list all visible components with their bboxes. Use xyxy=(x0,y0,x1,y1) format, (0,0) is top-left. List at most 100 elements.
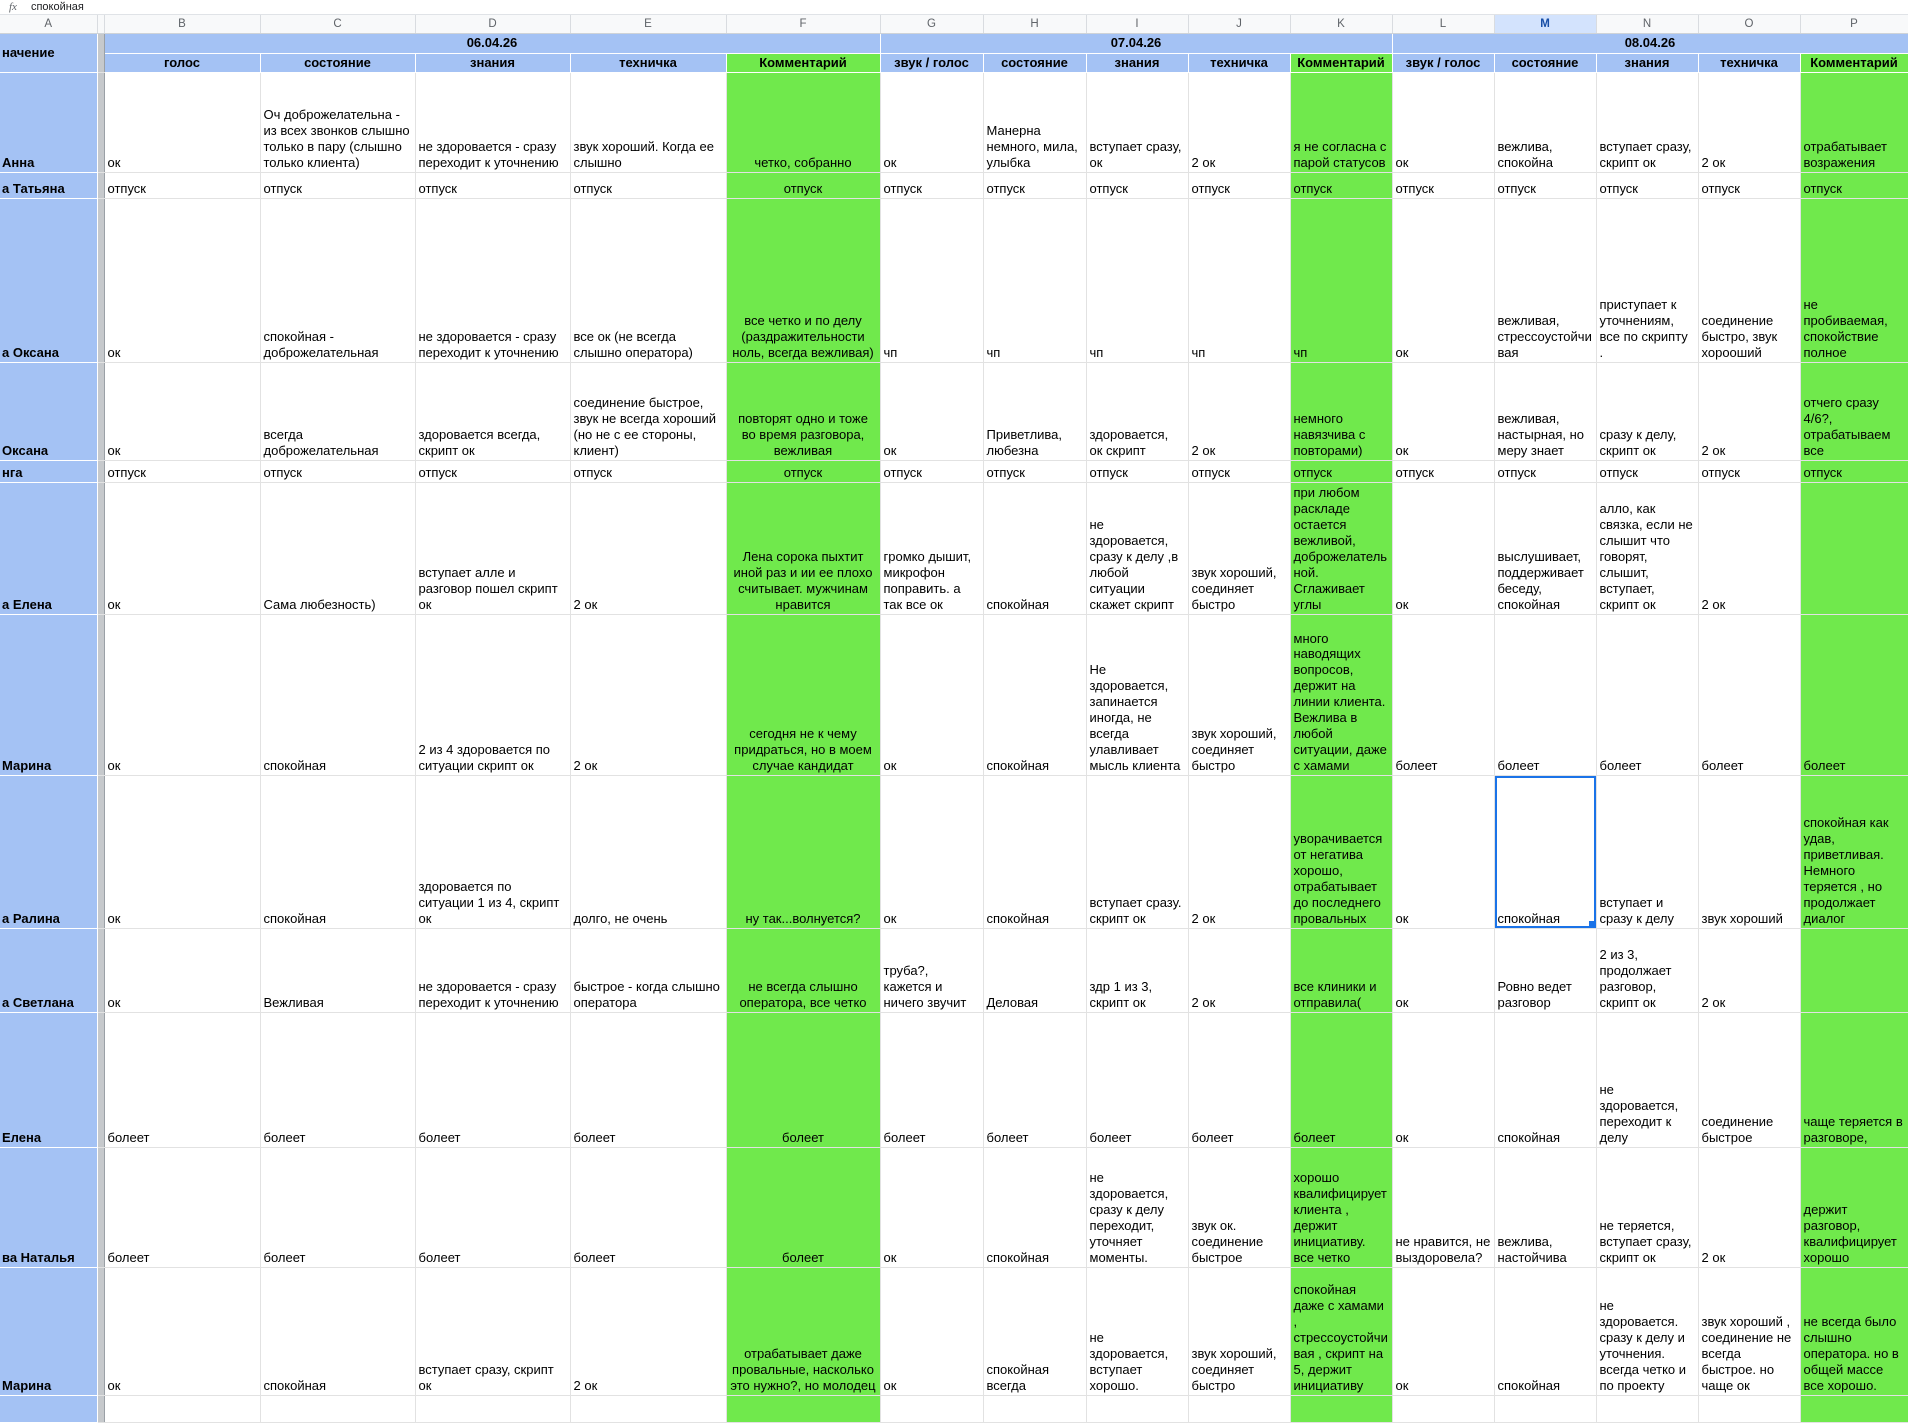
cell[interactable]: хорошо квалифицирует клиента , держит ин… xyxy=(1290,1147,1393,1269)
row-label[interactable]: а Светлана xyxy=(0,928,98,1014)
cell[interactable]: отпуск xyxy=(880,460,984,484)
cell[interactable]: все клиники и отправила( xyxy=(1290,928,1393,1014)
cell[interactable]: не теряется, вступает сразу, скрипт ок xyxy=(1596,1147,1699,1269)
cell[interactable]: выслушивает, поддерживает беседу, спокой… xyxy=(1494,482,1597,616)
cell[interactable]: держит разговор, квалифицирует хорошо xyxy=(1800,1147,1908,1269)
cell[interactable]: ок xyxy=(1392,482,1495,616)
cell[interactable]: не здоровается - сразу переходит к уточн… xyxy=(415,198,571,364)
subheader-O[interactable]: техничка xyxy=(1698,53,1801,74)
cell[interactable]: спокойная xyxy=(1494,1267,1597,1397)
cell[interactable]: болеет xyxy=(1188,1012,1291,1149)
cell[interactable]: Лена сорока пыхтит иной раз и ии ее плох… xyxy=(726,482,881,616)
cell[interactable]: отрабатывает возражения xyxy=(1800,72,1908,174)
cell[interactable]: не здоровается - сразу переходит к уточн… xyxy=(415,72,571,174)
cell[interactable]: 2 ок xyxy=(570,614,727,777)
cell[interactable]: ок xyxy=(104,482,261,616)
column-header-O[interactable]: O xyxy=(1698,15,1801,34)
row-label[interactable]: а Ралина xyxy=(0,775,98,930)
cell[interactable]: ок xyxy=(104,775,261,930)
cell[interactable]: чп xyxy=(880,198,984,364)
cell[interactable] xyxy=(415,1395,571,1423)
cell[interactable]: всегда доброжелательная xyxy=(260,362,416,462)
cell[interactable]: 2 ок xyxy=(1698,72,1801,174)
cell[interactable]: ок xyxy=(880,614,984,777)
cell[interactable]: соединение быстрое, звук не всегда хорош… xyxy=(570,362,727,462)
selected-cell[interactable]: спокойная xyxy=(1494,775,1597,930)
cell[interactable] xyxy=(1086,1395,1189,1423)
cell[interactable]: ок xyxy=(880,1267,984,1397)
cell[interactable]: спокойная xyxy=(260,1267,416,1397)
cell[interactable]: спокойная xyxy=(260,614,416,777)
column-header-B[interactable]: B xyxy=(104,15,261,34)
cell[interactable]: отпуск xyxy=(1086,460,1189,484)
cell[interactable]: отпуск xyxy=(1290,172,1393,200)
selection-fill-handle[interactable] xyxy=(1588,921,1595,928)
cell[interactable]: болеет xyxy=(726,1147,881,1269)
cell[interactable]: 2 ок xyxy=(1188,775,1291,930)
cell[interactable]: не здоровается, сразу к делу переходит, … xyxy=(1086,1147,1189,1269)
cell[interactable] xyxy=(1596,1395,1699,1423)
cell[interactable]: я не согласна с парой статусов xyxy=(1290,72,1393,174)
cell[interactable]: болеет xyxy=(726,1012,881,1149)
subheader-B[interactable]: голос xyxy=(104,53,261,74)
cell[interactable] xyxy=(1800,482,1908,616)
cell[interactable]: приступает к уточнениям, все по скрипту … xyxy=(1596,198,1699,364)
cell[interactable]: не всегда было слышно оператора. но в об… xyxy=(1800,1267,1908,1397)
cell[interactable]: вступает сразу. скрипт ок xyxy=(1086,775,1189,930)
subheader-P[interactable]: Комментарий xyxy=(1800,53,1908,74)
cell[interactable]: болеет xyxy=(1800,614,1908,777)
cell[interactable]: повторят одно и тоже во время разговора,… xyxy=(726,362,881,462)
date-header[interactable]: 06.04.26 xyxy=(104,33,881,54)
column-header-M[interactable]: M xyxy=(1494,15,1597,34)
subheader-H[interactable]: состояние xyxy=(983,53,1087,74)
cell[interactable]: 2 ок xyxy=(570,482,727,616)
row-label[interactable] xyxy=(0,1395,98,1423)
cell[interactable]: спокойная xyxy=(983,775,1087,930)
column-header-N[interactable]: N xyxy=(1596,15,1699,34)
cell[interactable]: вежлива, настойчива xyxy=(1494,1147,1597,1269)
cell[interactable]: болеет xyxy=(1494,614,1597,777)
cell[interactable]: вежливая, настырная, но меру знает xyxy=(1494,362,1597,462)
cell[interactable]: болеет xyxy=(415,1147,571,1269)
cell[interactable]: болеет xyxy=(260,1012,416,1149)
cell[interactable] xyxy=(726,1395,881,1423)
cell[interactable]: болеет xyxy=(1392,614,1495,777)
cell[interactable]: отпуск xyxy=(726,172,881,200)
cell[interactable] xyxy=(1494,1395,1597,1423)
cell[interactable] xyxy=(880,1395,984,1423)
column-header-C[interactable]: C xyxy=(260,15,416,34)
cell[interactable]: ок xyxy=(1392,928,1495,1014)
cell[interactable]: все четко и по делу (раздражительности н… xyxy=(726,198,881,364)
cell[interactable]: ок xyxy=(104,72,261,174)
cell[interactable]: звук хороший , соединение не всегда быст… xyxy=(1698,1267,1801,1397)
cell[interactable]: спокойная - доброжелательная xyxy=(260,198,416,364)
subheader-K[interactable]: Комментарий xyxy=(1290,53,1393,74)
cell[interactable]: отчего сразу 4/6?, отрабатываем все xyxy=(1800,362,1908,462)
cell[interactable]: болеет xyxy=(104,1147,261,1269)
cell[interactable]: ок xyxy=(1392,198,1495,364)
cell[interactable]: 2 из 4 здоровается по ситуации скрипт ок xyxy=(415,614,571,777)
cell[interactable]: отпуск xyxy=(1494,172,1597,200)
cell[interactable]: ок xyxy=(880,72,984,174)
cell[interactable]: 2 из 3, продолжает разговор, скрипт ок xyxy=(1596,928,1699,1014)
cell[interactable]: долго, не очень xyxy=(570,775,727,930)
cell[interactable]: звук хороший, соединяет быстро xyxy=(1188,1267,1291,1397)
cell[interactable]: звук хороший, соединяет быстро xyxy=(1188,614,1291,777)
cell[interactable]: все ок (не всегда слышно оператора) xyxy=(570,198,727,364)
cell[interactable]: сегодня не к чему придраться, но в моем … xyxy=(726,614,881,777)
cell[interactable]: отпуск xyxy=(104,460,261,484)
cell[interactable]: не здоровается, переходит к делу xyxy=(1596,1012,1699,1149)
cell[interactable]: не здоровается, вступает хорошо. xyxy=(1086,1267,1189,1397)
cell[interactable]: болеет xyxy=(104,1012,261,1149)
cell[interactable]: вежливая, стрессоустойчивая xyxy=(1494,198,1597,364)
cell[interactable]: алло, как связка, если не слышит что гов… xyxy=(1596,482,1699,616)
subheader-M[interactable]: состояние xyxy=(1494,53,1597,74)
cell[interactable]: спокойная даже с хамами , стрессоустойчи… xyxy=(1290,1267,1393,1397)
cell[interactable]: болеет xyxy=(415,1012,571,1149)
cell[interactable]: болеет xyxy=(983,1012,1087,1149)
cell[interactable]: отпуск xyxy=(983,460,1087,484)
cell[interactable]: отпуск xyxy=(1494,460,1597,484)
cell[interactable]: отпуск xyxy=(415,172,571,200)
column-header-G[interactable]: G xyxy=(880,15,984,34)
cell[interactable]: Вежливая xyxy=(260,928,416,1014)
